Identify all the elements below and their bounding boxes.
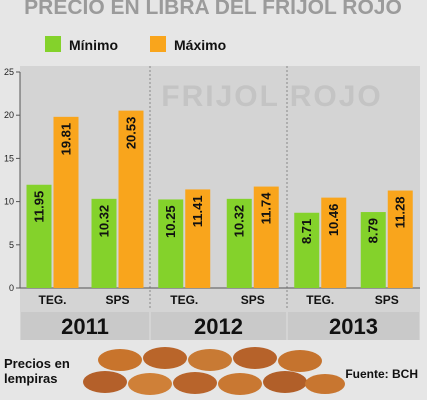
y-tick-label: 0 <box>9 283 14 293</box>
value-label: 10.32 <box>232 205 247 238</box>
value-label: 10.46 <box>326 204 341 237</box>
legend-label: Mínimo <box>69 37 118 53</box>
year-band <box>21 312 149 340</box>
bar <box>253 186 279 288</box>
watermark: FRIJOL ROJO <box>161 80 382 113</box>
year-label: 2013 <box>329 314 378 339</box>
chart-title: PRECIO EN LIBRA DEL FRIJOL ROJO <box>24 0 402 19</box>
legend-swatch <box>150 36 166 52</box>
bar <box>387 190 413 288</box>
bar <box>26 184 52 288</box>
source: Fuente: BCH <box>345 367 418 381</box>
legend-label: Máximo <box>174 37 226 53</box>
year-label: 2012 <box>194 314 243 339</box>
value-label: 11.28 <box>393 197 408 229</box>
bar <box>360 212 386 288</box>
value-label: 10.25 <box>163 205 178 238</box>
year-band <box>288 312 419 340</box>
value-label: 11.41 <box>190 195 205 227</box>
bar <box>226 198 252 288</box>
value-label: 11.74 <box>259 192 274 225</box>
bar <box>118 110 144 289</box>
value-label: 10.32 <box>97 205 112 238</box>
x-tick-label: TEG. <box>38 293 66 307</box>
plot-background <box>20 66 420 340</box>
value-label: 8.71 <box>299 219 314 244</box>
x-tick-label: TEG. <box>306 293 334 307</box>
bar <box>91 198 117 288</box>
value-label: 8.79 <box>366 218 381 243</box>
bar <box>53 116 79 288</box>
y-tick-label: 5 <box>9 240 14 250</box>
x-tick-label: TEG. <box>170 293 198 307</box>
bar <box>321 197 347 288</box>
bar <box>185 189 211 288</box>
x-tick-label: SPS <box>105 293 129 307</box>
value-label: 11.95 <box>32 191 47 223</box>
x-tick-label: SPS <box>241 293 265 307</box>
note: Precios en lempiras <box>4 356 70 386</box>
year-label: 2011 <box>61 314 109 339</box>
y-tick-label: 25 <box>4 67 14 77</box>
year-band <box>151 312 286 340</box>
beans <box>83 347 345 395</box>
y-tick-label: 10 <box>4 197 14 207</box>
bar <box>158 199 184 288</box>
y-tick-label: 15 <box>4 153 14 163</box>
y-tick-label: 20 <box>4 110 14 120</box>
value-label: 19.81 <box>59 123 74 156</box>
bar <box>294 212 320 288</box>
value-label: 20.53 <box>123 117 138 150</box>
x-tick-label: SPS <box>375 293 399 307</box>
legend-swatch <box>45 36 61 52</box>
